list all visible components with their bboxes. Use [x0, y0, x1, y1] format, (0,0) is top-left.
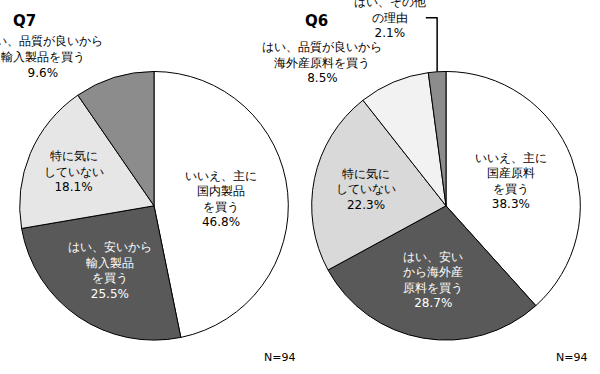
- svg-text:はい、その他の理由2.1%: はい、その他の理由2.1%: [354, 0, 426, 40]
- svg-text:N=94: N=94: [556, 351, 587, 364]
- svg-text:いいえ、主に国内製品を買う46.8%: いいえ、主に国内製品を買う46.8%: [185, 169, 257, 230]
- svg-text:Q6: Q6: [305, 12, 328, 30]
- svg-text:はい、品質が良いから輸入製品を買う9.6%: はい、品質が良いから輸入製品を買う9.6%: [0, 34, 103, 79]
- svg-text:いいえ、主に国産原料を買う38.3%: いいえ、主に国産原料を買う38.3%: [475, 151, 547, 212]
- svg-text:Q7: Q7: [13, 12, 36, 30]
- svg-text:特に気にしていない22.3%: 特に気にしていない22.3%: [336, 167, 396, 212]
- svg-text:はい、品質が良いから海外産原料を買う8.5%: はい、品質が良いから海外産原料を買う8.5%: [262, 40, 382, 85]
- svg-text:はい、安いから海外産原料を買う28.7%: はい、安いから海外産原料を買う28.7%: [403, 250, 463, 311]
- svg-text:N=94: N=94: [264, 351, 295, 364]
- svg-text:特に気にしていない18.1%: 特に気にしていない18.1%: [44, 149, 104, 194]
- svg-text:はい、安いから輸入製品を買う25.5%: はい、安いから輸入製品を買う25.5%: [68, 240, 152, 301]
